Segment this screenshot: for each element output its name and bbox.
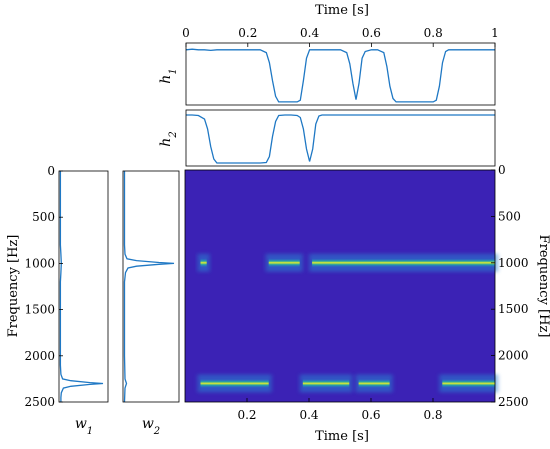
left-ytick-label: 2000 (24, 349, 55, 363)
h1-xtick-label: 1 (491, 26, 499, 40)
w2-axes-frame (122, 170, 180, 403)
h2-line (186, 114, 495, 164)
spectrogram-band-segment (358, 378, 390, 388)
spectrogram-axes-frame (184, 169, 496, 403)
h1-xtick-label: 0.6 (362, 26, 381, 40)
w2-panel: w2 (122, 170, 180, 437)
right-ytick-label: 2500 (498, 395, 529, 409)
h1-xtick-label: 0.2 (238, 26, 257, 40)
spectrogram-panel: 0.2 0.4 0.6 0.8 0 500 1000 1500 2000 2500 Time [… (184, 163, 550, 444)
h1-xtick-label: 0.4 (300, 26, 319, 40)
h1-ylabel: h1 (158, 68, 179, 83)
right-ytick-label: 1000 (498, 256, 529, 270)
h2-plot-area (186, 114, 495, 164)
left-ytick-label: 500 (32, 210, 55, 224)
spectrogram-band-segment (200, 378, 269, 388)
left-frequency-tick-group: 0 500 1000 1500 2000 2500 (24, 164, 63, 409)
spectrogram-xtick-label: 0.2 (237, 408, 256, 422)
h1-plot-area (185, 48, 495, 103)
w2-plot-area (123, 171, 175, 403)
left-ytick-label: 0 (47, 164, 55, 178)
spectrogram-bands (197, 253, 498, 393)
left-ytick-label: 1000 (24, 256, 55, 270)
spectrogram-band-segment (312, 258, 495, 268)
right-ytick-label: 500 (498, 209, 521, 223)
w2-line (123, 171, 175, 403)
right-ytick-label: 2000 (498, 349, 529, 363)
w1-line (59, 171, 104, 402)
h1-panel: Time [s] 0 0.2 0.4 0.6 0.8 1 h1 (158, 3, 499, 106)
left-ytick-label: 2500 (24, 395, 55, 409)
h1-xtick-group: 0 0.2 0.4 0.6 0.8 1 (182, 26, 499, 47)
w1-axes-frame (58, 170, 109, 403)
w1-plot-area (59, 171, 104, 402)
left-frequency-axis-label: Frequency [Hz] (6, 235, 21, 338)
left-ytick-label: 1500 (24, 303, 55, 317)
spectrogram-xtick-label: 0.4 (299, 408, 318, 422)
spectrogram-background (185, 170, 495, 402)
h1-xtick-label: 0.8 (424, 26, 443, 40)
spectrogram-xtick-label: 0.6 (361, 408, 380, 422)
bottom-time-axis-label: Time [s] (315, 429, 369, 444)
right-frequency-tick-group: 0 500 1000 1500 2000 2500 (491, 163, 529, 409)
w2-xlabel: w2 (142, 416, 160, 437)
h1-axes-frame (185, 42, 496, 106)
spectrogram-xtick-label: 0.8 (423, 408, 442, 422)
w1-xlabel: w1 (75, 416, 93, 437)
h1-line (185, 48, 495, 103)
right-ytick-label: 0 (498, 163, 506, 177)
top-time-axis-label: Time [s] (315, 3, 369, 18)
h2-axes-frame (185, 109, 496, 167)
spectrogram-xtick-group: 0.2 0.4 0.6 0.8 (237, 398, 443, 422)
spectrogram-band-segment (442, 378, 495, 388)
spectrogram-band-segment (268, 258, 300, 268)
h1-xtick-label: 0 (182, 26, 190, 40)
right-ytick-label: 1500 (498, 302, 529, 316)
right-frequency-axis-label: Frequency [Hz] (536, 235, 550, 338)
w1-panel: 0 500 1000 1500 2000 2500 Frequency [Hz] w1 (6, 164, 109, 437)
h2-ylabel: h2 (158, 131, 179, 146)
spectrogram-band-segment (200, 258, 207, 268)
spectrogram-band-segment (302, 378, 350, 388)
h2-panel: h2 (158, 109, 496, 167)
